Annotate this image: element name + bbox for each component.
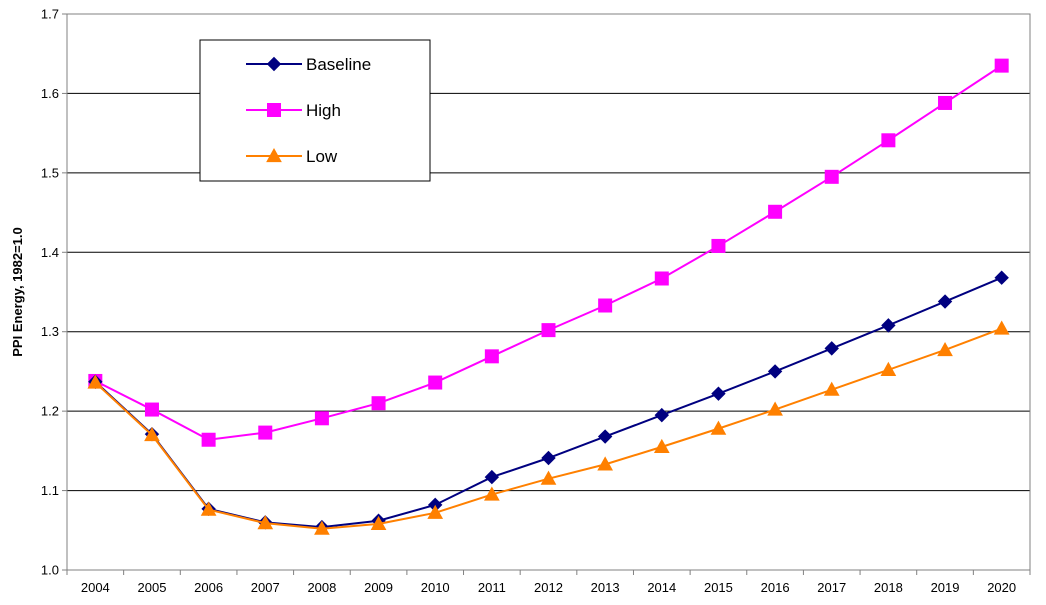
data-point-high [201,432,216,447]
data-point-high [258,425,273,440]
data-point-high [654,271,669,286]
data-point-low [87,374,104,389]
data-point-baseline [881,318,896,333]
x-tick-label: 2005 [138,580,167,595]
legend-item-high: High [246,101,341,120]
data-point-high [428,375,443,390]
legend-marker-baseline [266,56,282,72]
legend-item-baseline: Baseline [246,55,371,74]
x-tick-label: 2018 [874,580,903,595]
x-tick-label: 2019 [931,580,960,595]
data-point-high [598,298,613,313]
data-point-baseline [654,407,670,423]
data-point-high [994,58,1009,73]
data-point-baseline [937,294,953,309]
x-tick-label: 2011 [478,580,506,595]
data-point-low [370,515,387,531]
x-tick-label: 2010 [421,580,450,595]
x-tick-label: 2004 [81,580,110,595]
y-axis-ticks: 1.0 1.1 1.2 1.3 1.4 1.5 1.6 1.7 [41,7,67,578]
data-point-low [880,361,897,376]
data-point-baseline [824,341,839,356]
series-baseline [88,270,1009,535]
data-point-low [710,420,727,435]
x-tick-label: 2007 [251,580,280,595]
y-tick-label: 1.0 [41,563,59,578]
y-tick-label: 1.3 [41,324,59,339]
data-point-high [824,169,839,184]
x-tick-label: 2008 [307,580,336,595]
legend-label: Low [306,147,338,166]
data-point-low [484,486,500,501]
data-point-high [938,95,953,110]
data-point-baseline [484,469,500,485]
x-tick-label: 2014 [647,580,676,595]
data-point-low [597,456,613,471]
y-axis-title: PPI Energy, 1982=1.0 [10,227,25,356]
legend-marker-high [267,103,281,117]
y-tick-label: 1.5 [41,165,59,180]
data-point-baseline [597,429,613,444]
data-point-high [371,396,386,411]
data-point-low [144,426,160,442]
data-point-baseline [994,270,1009,285]
data-point-baseline [767,364,783,379]
x-tick-label: 2006 [194,580,223,595]
x-tick-label: 2012 [534,580,563,595]
x-tick-label: 2020 [987,580,1016,595]
data-point-low [540,470,557,485]
data-point-low [653,438,670,453]
y-tick-label: 1.4 [41,245,59,260]
data-point-low [937,341,953,357]
data-point-high [881,133,896,148]
data-point-high [711,238,726,253]
series-group [87,58,1010,535]
y-tick-label: 1.2 [41,404,59,419]
legend-box [199,39,431,182]
data-point-baseline [541,450,556,466]
data-point-low [767,401,783,416]
legend-marker-low [266,147,282,163]
data-point-high [144,402,159,417]
data-point-low [314,520,330,535]
data-point-low [427,504,444,519]
series-line-baseline [94,276,1003,529]
y-tick-label: 1.1 [41,483,59,498]
x-tick-label: 2009 [364,580,393,595]
data-point-low [993,320,1010,335]
series-line-low [94,327,1003,530]
x-axis-ticks: 2004 2005 2006 2007 2008 2009 2010 2011 2012 2013… [66,570,1031,595]
x-tick-label: 2013 [591,580,620,595]
plot-area-border [66,13,1031,571]
legend-label: Baseline [306,55,371,74]
data-point-low [200,501,217,516]
data-point-high [314,411,329,426]
legend: Baseline High Low [199,39,431,182]
data-point-low [257,515,274,530]
x-tick-label: 2015 [704,580,733,595]
legend-label: High [306,101,341,120]
y-tick-label: 1.6 [41,86,59,101]
data-point-high [541,323,556,338]
legend-item-low: Low [246,147,338,166]
data-point-high [768,204,783,219]
x-tick-label: 2017 [817,580,846,595]
series-low [87,320,1010,535]
x-tick-label: 2016 [761,580,790,595]
data-point-high [484,349,499,364]
y-tick-label: 1.7 [41,7,59,22]
data-point-baseline [711,386,726,401]
data-point-low [823,381,840,396]
